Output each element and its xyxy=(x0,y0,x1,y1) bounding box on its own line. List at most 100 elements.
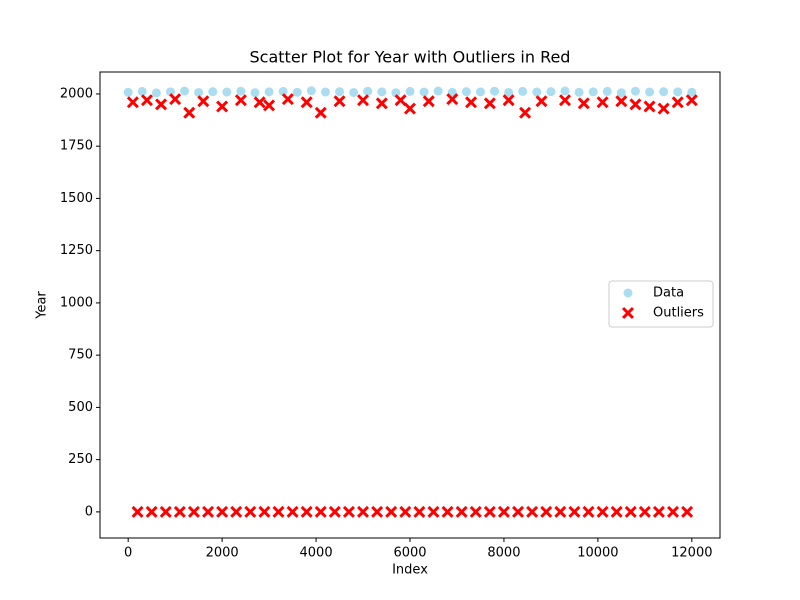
outlier-marker xyxy=(535,95,548,108)
outlier-marker xyxy=(159,505,172,518)
y-tick-label: 1250 xyxy=(60,243,93,258)
outlier-marker xyxy=(559,94,571,107)
outlier-marker xyxy=(281,93,294,106)
data-point xyxy=(264,87,274,97)
outlier-marker xyxy=(671,96,684,109)
data-point xyxy=(180,86,190,96)
y-tick-label: 500 xyxy=(68,400,93,415)
outlier-marker xyxy=(216,100,229,113)
legend: Data Outliers xyxy=(608,280,714,328)
outlier-marker xyxy=(497,505,510,518)
outlier-marker xyxy=(300,505,313,518)
outlier-marker xyxy=(272,505,285,518)
outlier-marker xyxy=(652,505,665,518)
outlier-marker xyxy=(169,93,182,106)
x-tick-label: 8000 xyxy=(487,546,520,561)
data-point xyxy=(320,87,330,97)
outlier-marker xyxy=(502,94,515,107)
outlier-marker xyxy=(333,95,346,108)
outlier-marker xyxy=(512,505,525,518)
outlier-marker xyxy=(202,505,215,518)
data-point xyxy=(222,87,232,97)
data-point xyxy=(349,87,359,97)
outlier-marker xyxy=(483,97,496,110)
data-point xyxy=(673,87,683,97)
data-point xyxy=(447,87,457,97)
outlier-marker xyxy=(131,505,144,518)
legend-marker xyxy=(622,307,634,319)
outlier-marker xyxy=(399,505,412,518)
x-axis-label: Index xyxy=(392,563,428,578)
data-point xyxy=(151,88,161,98)
outlier-marker xyxy=(300,96,313,109)
data-point xyxy=(250,88,260,98)
outlier-marker xyxy=(357,505,370,518)
x-tick-label: 12000 xyxy=(671,546,712,561)
outlier-marker xyxy=(446,93,459,106)
outlier-marker xyxy=(685,94,698,107)
y-tick-label: 1000 xyxy=(60,295,93,310)
data-point xyxy=(377,87,387,97)
outlier-marker xyxy=(126,96,139,109)
legend-marker xyxy=(623,288,633,298)
data-point xyxy=(630,86,640,96)
chart-title: Scatter Plot for Year with Outliers in R… xyxy=(250,48,571,67)
outlier-marker xyxy=(404,102,416,115)
data-point xyxy=(363,86,373,96)
outlier-marker xyxy=(216,505,229,518)
legend-label: Data xyxy=(653,286,684,301)
outlier-marker xyxy=(394,94,407,107)
outlier-marker xyxy=(582,505,595,518)
x-tick-label: 2000 xyxy=(206,546,239,561)
outlier-marker xyxy=(427,505,440,518)
outlier-marker xyxy=(568,505,581,518)
outlier-marker xyxy=(183,106,196,119)
y-tick-label: 750 xyxy=(68,348,93,363)
outlier-marker xyxy=(624,505,637,518)
data-point xyxy=(532,87,542,97)
outlier-marker xyxy=(610,505,623,518)
data-point xyxy=(588,87,598,97)
outlier-marker xyxy=(173,505,186,518)
y-tick-label: 1750 xyxy=(60,139,93,154)
outlier-marker xyxy=(469,505,482,518)
x-tick-label: 4000 xyxy=(300,546,333,561)
legend-label: Outliers xyxy=(653,306,704,321)
data-point xyxy=(504,87,514,97)
data-point xyxy=(602,86,612,96)
data-point xyxy=(165,87,175,97)
x-tick-label: 6000 xyxy=(393,546,426,561)
data-point xyxy=(475,87,485,97)
outlier-marker xyxy=(441,505,454,518)
outlier-marker xyxy=(465,96,478,109)
outlier-marker xyxy=(615,95,628,108)
outlier-marker xyxy=(629,98,642,111)
outlier-marker xyxy=(526,505,539,518)
outlier-marker xyxy=(342,505,355,518)
data-point xyxy=(560,86,570,96)
outlier-marker xyxy=(286,505,299,518)
data-point xyxy=(518,86,528,96)
outlier-marker xyxy=(385,505,398,518)
outlier-marker xyxy=(230,505,243,518)
outlier-marker xyxy=(596,505,609,518)
outlier-marker xyxy=(140,94,153,107)
outlier-marker xyxy=(577,97,590,110)
outlier-marker xyxy=(554,505,567,518)
outlier-marker xyxy=(638,505,651,518)
outlier-marker xyxy=(681,505,694,518)
data-point xyxy=(433,86,443,96)
outlier-marker xyxy=(422,95,435,108)
outlier-marker xyxy=(375,97,388,110)
data-point xyxy=(236,86,246,96)
outlier-marker xyxy=(667,505,680,518)
data-point xyxy=(292,87,302,97)
outlier-marker xyxy=(540,505,553,518)
outlier-marker xyxy=(234,94,247,107)
outlier-marker xyxy=(253,96,266,109)
y-tick-label: 0 xyxy=(85,504,93,519)
y-axis-label: Year xyxy=(35,291,50,320)
y-tick-label: 250 xyxy=(68,452,93,467)
data-point xyxy=(461,87,471,97)
